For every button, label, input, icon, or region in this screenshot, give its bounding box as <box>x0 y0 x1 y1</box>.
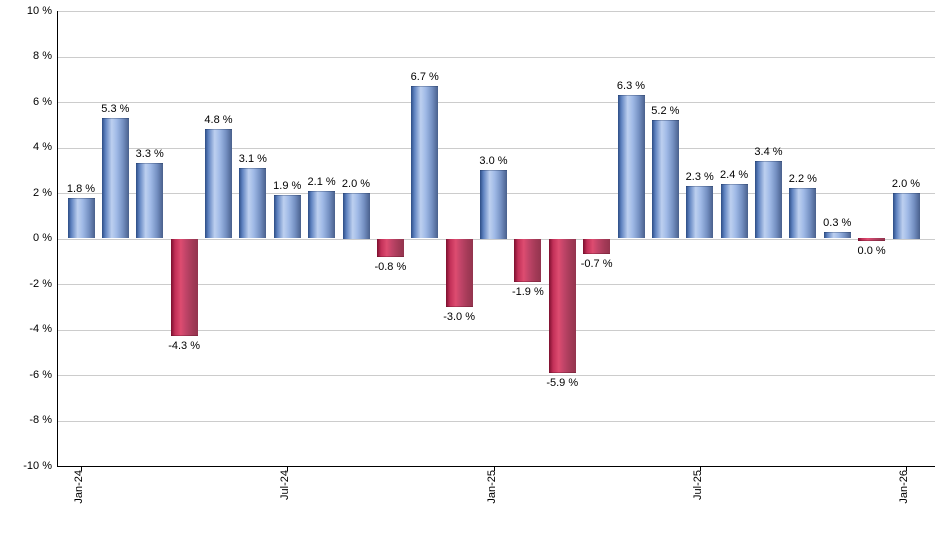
bar[interactable] <box>170 238 198 337</box>
bar[interactable] <box>651 120 679 239</box>
y-axis-label: -6 % <box>29 368 52 381</box>
bar-value-label: 2.0 % <box>891 178 921 190</box>
bar[interactable] <box>136 163 164 239</box>
x-axis-tick <box>493 466 495 471</box>
bar[interactable] <box>239 167 267 239</box>
bar-value-label: 4.8 % <box>204 114 233 127</box>
bar[interactable] <box>583 238 611 255</box>
bar-value-label: 3.1 % <box>238 152 267 165</box>
bar-value-label: 2.2 % <box>788 173 817 186</box>
gridline <box>57 238 935 240</box>
gridline <box>57 375 935 376</box>
bar-value-label: -0.8 % <box>374 260 407 273</box>
bar-value-label: 2.1 % <box>307 175 336 188</box>
bar[interactable] <box>67 197 95 239</box>
y-axis-label: 10 % <box>26 4 52 17</box>
gridline <box>57 420 935 422</box>
bar-value-label: -5.9 % <box>546 376 579 389</box>
bar[interactable] <box>858 237 886 241</box>
bar-value-label: 3.4 % <box>754 146 783 159</box>
y-axis-label: 0 % <box>33 232 52 244</box>
gridline <box>57 11 935 12</box>
y-axis-label: 8 % <box>33 50 52 62</box>
bar[interactable] <box>411 86 439 239</box>
bar[interactable] <box>686 186 714 239</box>
bar-value-label: -4.3 % <box>168 340 201 353</box>
x-axis-tick <box>906 466 907 471</box>
bar-value-label: -3.0 % <box>443 310 476 323</box>
bar[interactable] <box>548 238 576 373</box>
gridline <box>57 147 935 149</box>
y-axis-label: -8 % <box>29 414 52 426</box>
bar[interactable] <box>445 238 473 307</box>
y-axis-label: 4 % <box>33 141 52 153</box>
gridline <box>57 284 935 285</box>
bar[interactable] <box>342 193 370 239</box>
bar[interactable] <box>308 190 336 239</box>
bar[interactable] <box>720 183 748 239</box>
bar[interactable] <box>823 231 851 239</box>
bar[interactable] <box>205 129 232 239</box>
x-axis-label: Jul-24 <box>279 470 292 500</box>
y-axis-line <box>57 11 58 466</box>
bar[interactable] <box>755 161 782 239</box>
bar[interactable] <box>376 238 404 257</box>
bar-value-label: 2.4 % <box>720 168 749 181</box>
x-axis-tick <box>287 466 289 471</box>
x-axis-line <box>57 466 935 467</box>
y-axis-label: 6 % <box>33 95 52 108</box>
x-axis-label: Jul-25 <box>691 470 704 500</box>
bar-value-label: -1.9 % <box>511 285 544 298</box>
bar[interactable] <box>101 117 129 239</box>
bar-value-label: 6.3 % <box>616 80 646 93</box>
bar-value-label: 0.3 % <box>823 216 852 229</box>
bar[interactable] <box>789 188 817 239</box>
x-axis-tick <box>81 466 82 471</box>
bar-value-label: 2.3 % <box>685 171 714 184</box>
y-axis-label: -10 % <box>23 459 52 472</box>
bar[interactable] <box>514 238 542 282</box>
bar-value-label: -0.7 % <box>580 258 613 271</box>
x-axis-label: Jan-24 <box>73 470 85 504</box>
bar[interactable] <box>273 195 301 239</box>
y-axis-label: -4 % <box>29 323 52 335</box>
bar-value-label: 1.9 % <box>273 180 302 193</box>
x-axis-label: Jan-26 <box>898 470 910 504</box>
bar[interactable] <box>617 95 645 239</box>
bar-value-label: 5.3 % <box>101 102 130 115</box>
bar-value-label: 0.0 % <box>857 244 886 257</box>
bar-value-label: 6.7 % <box>410 71 439 84</box>
gridline <box>57 102 935 103</box>
bar-value-label: 3.3 % <box>135 148 164 161</box>
y-axis-label: -2 % <box>29 277 52 290</box>
bar-value-label: 1.8 % <box>66 182 96 195</box>
y-axis-label: 2 % <box>33 186 52 199</box>
bar[interactable] <box>892 193 920 239</box>
bar-value-label: 2.0 % <box>341 178 371 190</box>
x-axis-label: Jan-25 <box>485 470 498 504</box>
x-axis-tick <box>699 466 701 471</box>
bar-value-label: 3.0 % <box>479 155 508 168</box>
gridline <box>57 329 935 331</box>
gridline <box>57 56 935 58</box>
bar[interactable] <box>480 170 507 239</box>
bar-value-label: 5.2 % <box>651 105 680 118</box>
